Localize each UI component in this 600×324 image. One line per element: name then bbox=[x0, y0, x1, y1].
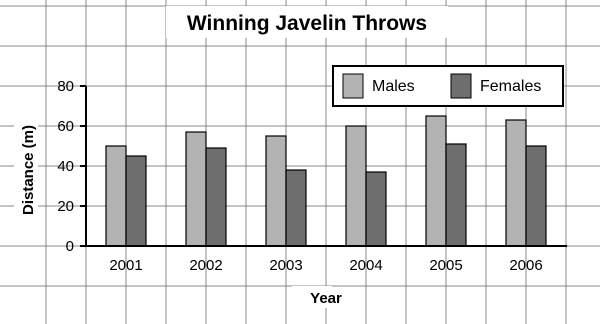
y-tick-label: 80 bbox=[57, 78, 74, 95]
bars bbox=[105, 115, 547, 247]
bar-males-2003 bbox=[265, 135, 287, 247]
legend-label-females: Females bbox=[480, 78, 541, 95]
x-tick-label: 2006 bbox=[509, 257, 542, 274]
bar-females-2003 bbox=[285, 169, 307, 247]
chart-title: Winning Javelin Throws bbox=[187, 12, 427, 35]
x-tick-label: 2002 bbox=[189, 257, 222, 274]
y-tick-label: 20 bbox=[57, 198, 74, 215]
legend-label-males: Males bbox=[372, 78, 415, 95]
legend-box bbox=[332, 65, 564, 107]
bar-males-2004 bbox=[345, 125, 367, 247]
y-ticks: 0 20 40 60 80 bbox=[57, 78, 86, 255]
y-tick-label: 40 bbox=[57, 158, 74, 175]
bar-females-2005 bbox=[445, 143, 467, 247]
x-ticks: 2001 2002 2003 2004 2005 2006 bbox=[109, 257, 542, 274]
legend-swatch-females bbox=[450, 73, 472, 99]
y-tick-label: 60 bbox=[57, 118, 74, 135]
x-label-backing bbox=[292, 286, 332, 308]
x-tick-label: 2004 bbox=[349, 257, 382, 274]
bar-males-2005 bbox=[425, 115, 447, 247]
y-label-backing bbox=[14, 116, 38, 228]
bar-males-2001 bbox=[105, 145, 127, 247]
legend-swatch-males bbox=[342, 73, 364, 99]
bar-females-2002 bbox=[205, 147, 227, 247]
x-tick-label: 2003 bbox=[269, 257, 302, 274]
y-axis-label: Distance (m) bbox=[20, 125, 37, 215]
bar-females-2006 bbox=[525, 145, 547, 247]
legend: Males Females bbox=[332, 65, 564, 107]
x-tick-label: 2005 bbox=[429, 257, 462, 274]
bar-females-2004 bbox=[365, 171, 387, 247]
title-backing bbox=[166, 6, 448, 38]
bar-females-2001 bbox=[125, 155, 147, 247]
bar-males-2006 bbox=[505, 119, 527, 247]
x-tick-label: 2001 bbox=[109, 257, 142, 274]
y-tick-label: 0 bbox=[66, 238, 74, 255]
bar-males-2002 bbox=[185, 131, 207, 247]
x-axis-label: Year bbox=[310, 290, 342, 307]
